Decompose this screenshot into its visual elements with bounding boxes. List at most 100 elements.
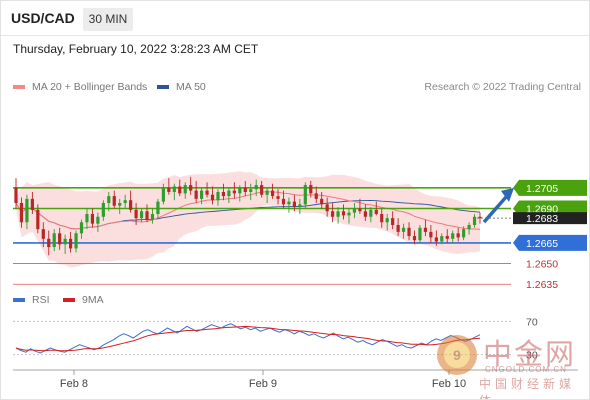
candle-body-33: [194, 190, 198, 199]
candle-body-12: [79, 222, 84, 234]
candle-body-66: [374, 209, 378, 215]
candle-body-34: [200, 190, 204, 199]
candle-body-37: [216, 191, 220, 201]
candle-body-53: [303, 185, 307, 205]
candle-body-3: [30, 198, 34, 210]
candle-body-16: [101, 202, 105, 217]
candle-body-38: [221, 191, 226, 197]
pair-title: USD/CAD: [11, 10, 75, 26]
candle-body-17: [107, 196, 111, 203]
candle-body-7: [52, 233, 56, 248]
candle-body-83: [467, 225, 471, 230]
candle-body-48: [276, 196, 280, 199]
candle-body-42: [243, 187, 247, 192]
candle-body-44: [254, 185, 258, 190]
candle-body-19: [118, 202, 122, 206]
candle-body-40: [232, 190, 236, 194]
candle-body-78: [440, 236, 444, 242]
cngold-watermark: 9 中金网 CNGOLD.COM.CN 中国财经新媒体: [433, 329, 583, 399]
legend-ma20: MA 20 + Bollinger Bands: [13, 81, 147, 93]
candle-body-68: [385, 218, 389, 223]
level-tag-2: [513, 234, 587, 251]
candle-body-23: [139, 211, 144, 219]
rsi-guide-label-1: 30: [526, 350, 538, 362]
candle-body-79: [445, 236, 449, 239]
candle-body-71: [401, 227, 406, 232]
candle-body-62: [352, 208, 357, 213]
candle-body-46: [265, 190, 269, 195]
legend-rsi: RSI: [13, 294, 50, 306]
x-tick-label-0: Feb 8: [60, 378, 88, 390]
candle-body-75: [423, 227, 428, 232]
candle-body-60: [341, 211, 346, 216]
candle-body-25: [150, 214, 155, 220]
candle-body-56: [320, 198, 324, 205]
candle-body-31: [183, 185, 187, 194]
candle-body-57: [325, 204, 329, 212]
candle-body-35: [205, 190, 209, 195]
candle-body-47: [270, 190, 275, 197]
trend-arrow-head: [501, 187, 514, 202]
candle-body-69: [391, 218, 395, 226]
rsi-line: [15, 323, 481, 354]
ma20-legend-label: MA 20 + Bollinger Bands: [32, 81, 148, 93]
candle-body-85: [478, 216, 482, 219]
candle-body-5: [41, 229, 45, 239]
candle-body-43: [249, 189, 253, 192]
current-price-tag: [513, 212, 587, 225]
candle-body-39: [227, 190, 231, 197]
x-tick-label-1: Feb 9: [249, 378, 277, 390]
candle-body-15: [96, 216, 100, 224]
candle-body-73: [412, 236, 417, 241]
level-label-2: 1.2665: [526, 238, 558, 250]
candle-body-36: [210, 194, 215, 201]
candle-body-11: [74, 233, 78, 249]
timeframe-badge[interactable]: 30 MIN: [83, 8, 133, 31]
ma50-legend-label: MA 50: [176, 81, 206, 93]
trend-arrow-shaft: [482, 194, 509, 224]
rsi-swatch: [13, 298, 25, 302]
level-label-4: 1.2635: [526, 279, 558, 291]
current-price-label: 1.2683: [526, 213, 558, 225]
ma20-swatch: [13, 85, 25, 89]
candle-body-32: [189, 185, 193, 191]
candle-body-0: [14, 187, 18, 203]
candle-body-55: [314, 193, 318, 199]
ma20-line: [15, 191, 481, 230]
level-label-3: 1.2650: [526, 259, 558, 271]
candle-body-2: [25, 198, 29, 223]
ma50-swatch: [157, 85, 169, 89]
candle-body-65: [369, 209, 373, 217]
chart-datetime: Thursday, February 10, 2022 3:28:23 AM C…: [13, 42, 259, 56]
watermark-sub: 中国财经新媒体: [479, 377, 576, 399]
level-label-0: 1.2705: [526, 183, 558, 195]
candle-body-6: [47, 238, 51, 248]
candle-body-26: [156, 201, 160, 215]
candle-body-67: [380, 214, 384, 223]
candle-body-45: [260, 185, 264, 195]
candle-body-77: [434, 237, 438, 242]
candle-body-84: [472, 216, 477, 226]
rsi-ma-line: [15, 325, 481, 352]
candle-body-24: [145, 211, 149, 220]
candle-body-18: [112, 196, 116, 206]
candle-body-76: [429, 231, 433, 238]
candle-body-41: [238, 187, 242, 194]
rsi-guide-label-0: 70: [526, 316, 538, 328]
level-tag-0: [513, 179, 587, 196]
candle-body-21: [129, 200, 133, 210]
candle-body-28: [167, 187, 171, 192]
ma9-swatch: [63, 298, 75, 302]
candle-body-61: [347, 212, 351, 216]
candle-body-27: [161, 187, 165, 202]
candle-body-4: [36, 209, 40, 230]
candle-body-8: [58, 233, 62, 245]
candle-body-51: [292, 201, 296, 208]
candle-body-10: [68, 238, 73, 249]
candle-body-72: [407, 227, 411, 237]
ma9-legend-label: 9MA: [82, 294, 104, 306]
x-tick-label-2: Feb 10: [432, 378, 466, 390]
candle-body-9: [63, 238, 67, 245]
candle-body-82: [462, 229, 466, 238]
